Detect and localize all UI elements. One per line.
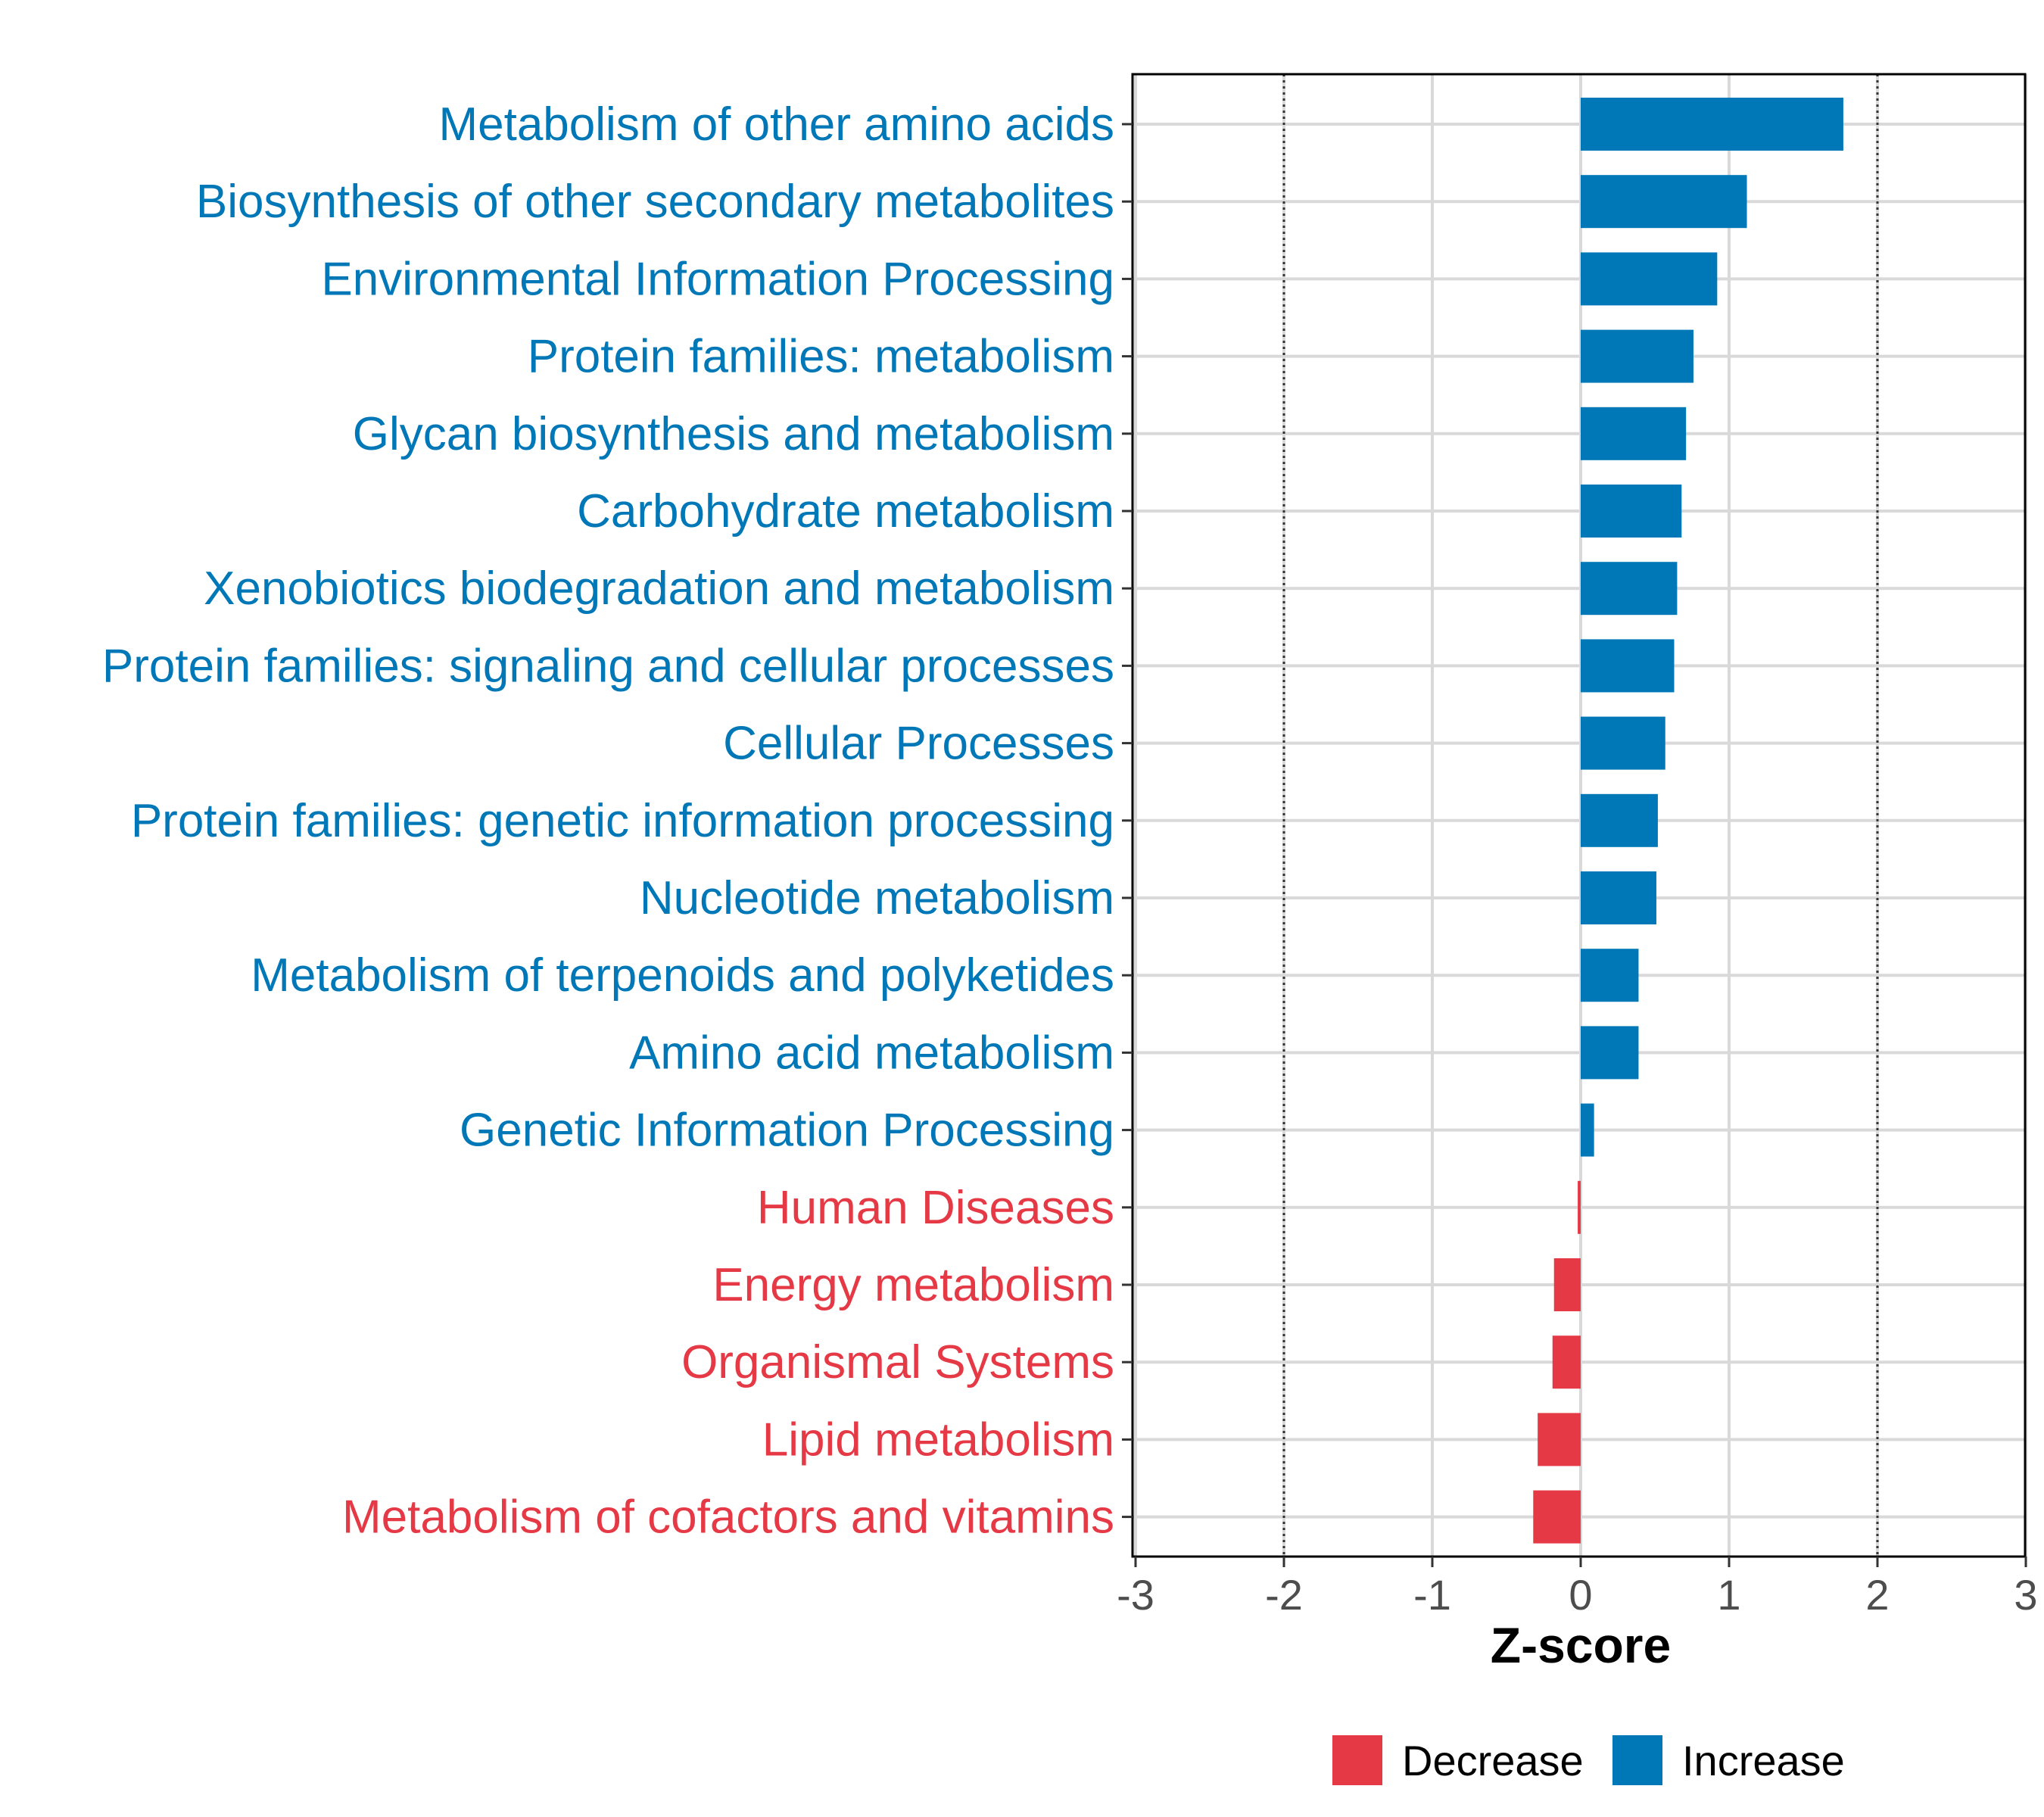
legend-swatch (1332, 1735, 1382, 1785)
category-labels: Metabolism of other amino acids Biosynthe… (102, 98, 1114, 1544)
x-tick-label: -1 (1413, 1571, 1451, 1619)
category-label: Glycan biosynthesis and metabolism (353, 408, 1114, 460)
category-label: Environmental Information Processing (321, 253, 1114, 305)
bar (1581, 175, 1747, 229)
x-axis-title: Z-score (1491, 1617, 1671, 1673)
x-tick-label: -3 (1117, 1571, 1154, 1619)
bar (1533, 1490, 1581, 1544)
legend-label: Increase (1682, 1737, 1845, 1784)
bar (1581, 1103, 1594, 1157)
category-label: Human Diseases (757, 1182, 1114, 1234)
bar (1581, 407, 1687, 460)
category-label: Metabolism of terpenoids and polyketides (251, 949, 1114, 1002)
bar (1581, 485, 1682, 538)
bar (1553, 1258, 1581, 1311)
panel-border (1131, 73, 2027, 1558)
y-axis-ticks (1122, 123, 1133, 1519)
bar (1581, 562, 1678, 616)
legend-label: Decrease (1402, 1737, 1584, 1784)
x-tick-label: 0 (1569, 1571, 1592, 1619)
bars (1533, 98, 1843, 1544)
category-label: Protein families: signaling and cellular… (102, 640, 1114, 692)
bar (1581, 793, 1658, 847)
grid-layer (1133, 74, 2027, 1557)
legend-swatch (1612, 1735, 1662, 1785)
category-label: Energy metabolism (712, 1259, 1114, 1311)
bar (1581, 949, 1639, 1002)
category-label: Carbohydrate metabolism (577, 485, 1114, 538)
x-tick-label: 3 (2014, 1571, 2037, 1619)
bar (1581, 1026, 1639, 1080)
bar (1581, 871, 1656, 924)
bar (1581, 639, 1675, 693)
bar (1538, 1413, 1581, 1466)
category-label: Amino acid metabolism (629, 1027, 1114, 1079)
category-label: Organismal Systems (681, 1336, 1114, 1388)
x-tick-label: 1 (1717, 1571, 1740, 1619)
category-label: Nucleotide metabolism (640, 872, 1114, 924)
category-label: Genetic Information Processing (460, 1105, 1114, 1157)
bar (1581, 716, 1665, 770)
category-label: Biosynthesis of other secondary metaboli… (196, 176, 1114, 228)
bar (1581, 98, 1843, 151)
bar (1581, 252, 1718, 306)
x-axis-ticks: -3 -2 -1 0 1 2 3 (1117, 1557, 2038, 1619)
category-label: Metabolism of cofactors and vitamins (342, 1491, 1114, 1544)
bar (1581, 329, 1693, 383)
bar (1552, 1335, 1581, 1389)
category-label: Protein families: metabolism (528, 331, 1114, 383)
category-label: Protein families: genetic information pr… (131, 795, 1114, 847)
x-tick-label: 2 (1865, 1571, 1889, 1619)
x-tick-label: -2 (1265, 1571, 1303, 1619)
category-label: Xenobiotics biodegradation and metabolis… (204, 563, 1114, 615)
bar (1578, 1180, 1581, 1234)
legend: Decrease Increase (1332, 1735, 1845, 1785)
category-label: Metabolism of other amino acids (438, 98, 1114, 151)
category-label: Cellular Processes (723, 718, 1114, 770)
reference-lines (1282, 74, 1879, 1557)
category-label: Lipid metabolism (762, 1413, 1114, 1466)
